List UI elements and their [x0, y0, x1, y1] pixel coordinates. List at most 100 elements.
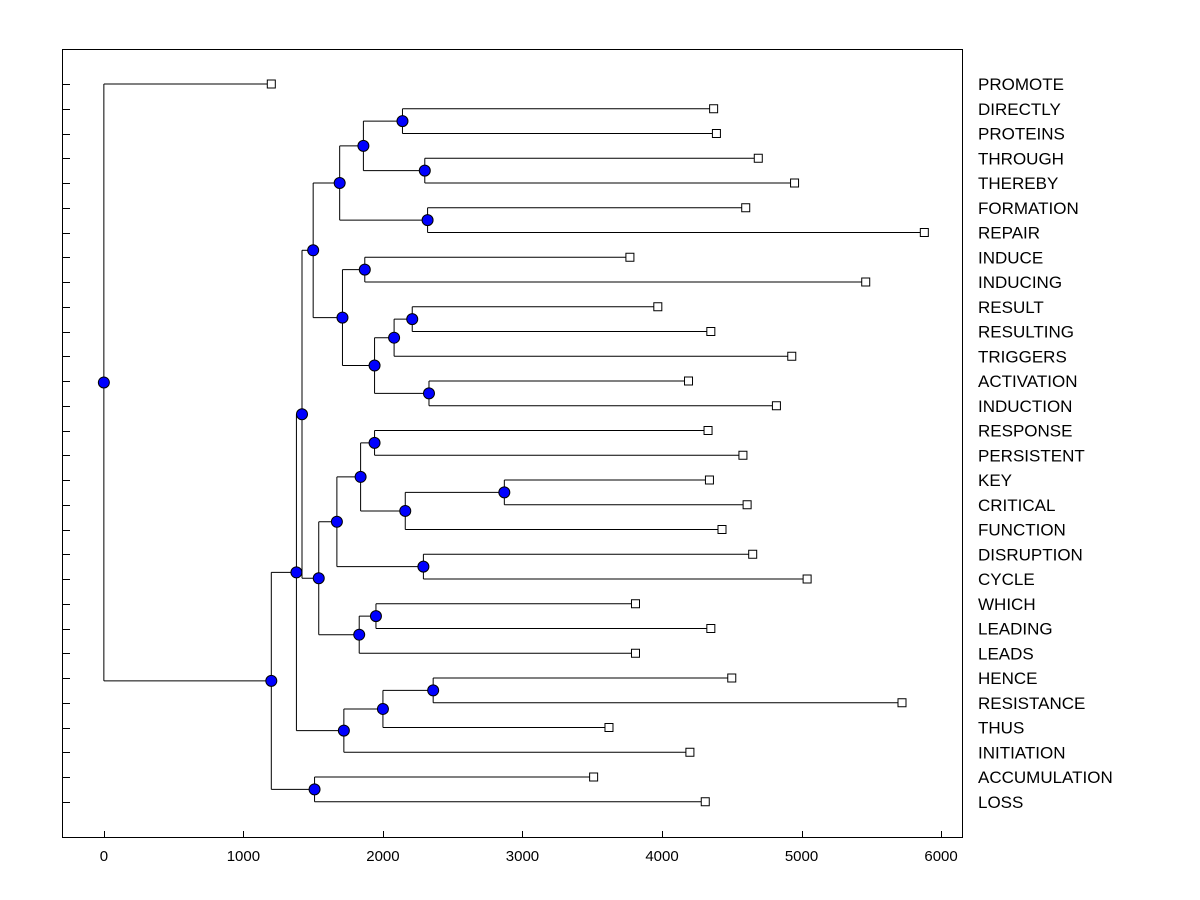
merge-node-n22: [296, 408, 308, 421]
x-tick-label-6000: 6000: [924, 848, 957, 865]
leaf-label-function: FUNCTION: [978, 521, 1066, 540]
x-tick-label-3000: 3000: [506, 848, 539, 865]
leaf-marker-initiation: [685, 747, 695, 757]
leaf-label-resistance: RESISTANCE: [978, 694, 1085, 713]
leaf-label-hence: HENCE: [978, 669, 1038, 688]
leaf-label-triggers: TRIGGERS: [978, 347, 1067, 366]
y-tick-marks: [62, 84, 70, 803]
merge-node-n27: [308, 783, 321, 796]
leaf-marker-repair: [919, 228, 929, 237]
leaf-label-induction: INDUCTION: [978, 397, 1072, 416]
leaf-label-formation: FORMATION: [978, 199, 1079, 218]
leaf-marker-thus: [604, 723, 614, 732]
leaf-marker-accumulation: [589, 772, 599, 782]
merge-node-n18: [330, 515, 343, 528]
merge-node-n6: [358, 263, 371, 276]
leaf-marker-leading: [706, 624, 716, 633]
merge-node-n3: [357, 139, 370, 152]
merge-node-n14: [498, 486, 511, 499]
leaf-marker-key: [704, 475, 714, 485]
leaf-label-which: WHICH: [978, 595, 1036, 614]
plot-frame: [62, 49, 963, 838]
leaf-marker-persistent: [738, 450, 748, 460]
x-tick-label-5000: 5000: [785, 848, 818, 865]
leaf-label-critical: CRITICAL: [978, 496, 1055, 515]
leaf-marker-resistance: [897, 698, 907, 708]
merge-node-n16: [354, 470, 367, 483]
leaf-marker-leads: [630, 648, 640, 658]
leaf-marker-formation: [741, 203, 751, 213]
merge-node-n11: [336, 311, 349, 324]
merge-node-n17: [417, 560, 430, 573]
merge-node-n9: [422, 387, 435, 400]
merge-node-n7: [406, 313, 419, 326]
leaf-marker-cycle: [802, 574, 812, 584]
merge-node-n10: [368, 359, 381, 372]
leaf-marker-through: [753, 153, 763, 163]
leaf-label-persistent: PERSISTENT: [978, 446, 1085, 465]
leaf-label-accumulation: ACCUMULATION: [978, 768, 1113, 787]
leaf-labels: PROMOTE DIRECTLY PROTEINS THROUGH THEREBY FOR…: [978, 75, 1113, 812]
leaf-label-disruption: DISRUPTION: [978, 545, 1083, 564]
leaf-label-proteins: PROTEINS: [978, 125, 1065, 144]
leaf-marker-disruption: [748, 549, 758, 559]
leaf-label-response: RESPONSE: [978, 422, 1072, 441]
leaf-marker-proteins: [711, 129, 721, 138]
merge-node-n23: [427, 684, 440, 697]
merge-node-n26: [290, 566, 303, 579]
leaf-label-resulting: RESULTING: [978, 323, 1074, 342]
leaf-marker-critical: [742, 500, 752, 510]
leaf-marker-activation: [684, 376, 694, 386]
merge-node-n24: [376, 702, 389, 715]
leaf-label-through: THROUGH: [978, 149, 1064, 168]
merge-node-n5: [333, 177, 346, 189]
leaf-label-repair: REPAIR: [978, 224, 1040, 243]
leaf-marker-triggers: [787, 351, 797, 361]
merge-node-n28: [265, 674, 278, 687]
leaf-label-leading: LEADING: [978, 620, 1053, 639]
leaf-label-induce: INDUCE: [978, 248, 1043, 267]
merge-node-n19: [369, 610, 382, 623]
leaf-label-cycle: CYCLE: [978, 570, 1035, 589]
leaf-marker-result: [653, 302, 663, 312]
leaf-label-directly: DIRECTLY: [978, 100, 1061, 119]
merge-node-n2: [418, 164, 431, 177]
leaf-label-key: KEY: [978, 471, 1012, 490]
leaf-marker-function: [717, 525, 727, 534]
leaf-marker-response: [703, 426, 713, 435]
leaf-marker-promote: [266, 79, 276, 89]
leaf-marker-thereby: [790, 178, 800, 188]
merge-node-n12: [307, 244, 320, 257]
leaf-marker-inducing: [861, 277, 871, 287]
leaf-marker-which: [630, 599, 640, 609]
x-tick-label-2000: 2000: [366, 848, 399, 865]
leaf-marker-resulting: [706, 327, 716, 336]
merge-node-n15: [399, 504, 412, 517]
leaf-marker-directly: [709, 104, 719, 114]
leaf-label-promote: PROMOTE: [978, 75, 1064, 94]
leaf-label-thereby: THEREBY: [978, 174, 1058, 193]
merge-node-n21: [312, 572, 325, 585]
leaf-label-loss: LOSS: [978, 793, 1023, 812]
leaf-marker-induce: [625, 252, 635, 262]
x-tick-label-4000: 4000: [645, 848, 678, 865]
merge-node-n13: [368, 436, 381, 449]
leaf-label-initiation: INITIATION: [978, 743, 1066, 762]
leaf-label-activation: ACTIVATION: [978, 372, 1078, 391]
leaf-marker-hence: [727, 673, 737, 683]
merge-node-n1: [396, 115, 409, 128]
dendrogram-branches: [103, 83, 921, 803]
leaf-marker-induction: [771, 401, 781, 411]
leaf-marker-loss: [700, 797, 710, 807]
leaf-label-leads: LEADS: [978, 644, 1034, 663]
leaf-label-thus: THUS: [978, 719, 1024, 738]
leaf-label-result: RESULT: [978, 298, 1044, 317]
x-tick-label-1000: 1000: [227, 848, 260, 865]
merge-node-n20: [353, 628, 366, 641]
x-axis: 0 1000 2000 3000 4000 5000 6000: [100, 831, 958, 865]
merge-nodes: [97, 115, 511, 796]
merge-node-n25: [337, 724, 350, 737]
leaf-markers: [266, 79, 929, 807]
merge-node-n29: [97, 376, 110, 389]
